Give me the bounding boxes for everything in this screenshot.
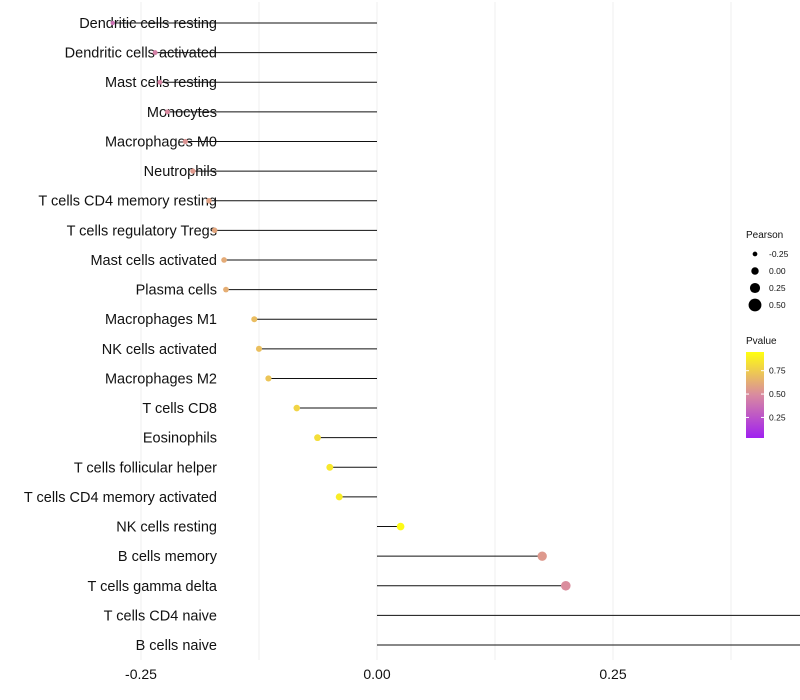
category-label: Macrophages M1 bbox=[105, 312, 217, 328]
category-label: Dendritic cells resting bbox=[79, 16, 217, 32]
lollipop-point bbox=[293, 404, 301, 412]
lollipop-point bbox=[251, 316, 258, 323]
lollipop-point bbox=[314, 434, 321, 442]
size-legend-dot bbox=[752, 251, 758, 257]
category-label: Monocytes bbox=[147, 105, 217, 121]
pvalue-color-legend: Pvalue 0.75 0.50 0.25 bbox=[746, 336, 786, 438]
lollipop-point bbox=[152, 50, 158, 56]
lollipop-point bbox=[110, 20, 115, 26]
lollipop-point bbox=[190, 168, 196, 174]
category-label: Macrophages M0 bbox=[105, 134, 217, 150]
lollipop-point bbox=[265, 375, 272, 382]
size-legend-dot bbox=[751, 267, 759, 275]
lollipop-point bbox=[561, 580, 571, 591]
pearson-size-legend: Pearson -0.25 0.00 0.25 0.50 bbox=[746, 230, 789, 312]
color-legend-bar bbox=[746, 352, 764, 438]
size-legend-title: Pearson bbox=[746, 230, 783, 241]
color-legend-label: 0.25 bbox=[769, 412, 786, 422]
lollipop-point bbox=[255, 345, 263, 352]
grid-lines bbox=[140, 2, 732, 660]
lollipop-point bbox=[157, 79, 163, 85]
category-labels: Dendritic cells resting Dendritic cells a… bbox=[24, 16, 218, 654]
category-label: Neutrophils bbox=[144, 164, 217, 180]
lollipop-point bbox=[182, 138, 188, 145]
category-label: Plasma cells bbox=[136, 283, 217, 299]
category-label: NK cells resting bbox=[116, 520, 217, 536]
lollipop-point bbox=[221, 257, 227, 263]
size-legend-dot bbox=[748, 298, 762, 312]
category-label: B cells naive bbox=[136, 638, 217, 654]
color-legend-title: Pvalue bbox=[746, 336, 777, 347]
x-tick-label: 0.00 bbox=[363, 666, 390, 682]
size-legend-label: 0.00 bbox=[769, 266, 786, 276]
category-label: Macrophages M2 bbox=[105, 371, 217, 387]
lollipop-point bbox=[164, 109, 170, 115]
color-legend-label: 0.75 bbox=[769, 366, 786, 376]
category-label: T cells CD4 naive bbox=[104, 608, 217, 624]
category-label: B cells memory bbox=[118, 549, 218, 565]
category-label: T cells regulatory Tregs bbox=[67, 223, 217, 239]
category-label: Dendritic cells activated bbox=[65, 46, 217, 62]
lollipop-point bbox=[396, 522, 405, 531]
lollipop-point bbox=[326, 463, 334, 471]
lollipop-point bbox=[335, 493, 343, 501]
lollipop-points bbox=[110, 20, 571, 591]
lollipop-point bbox=[211, 227, 218, 234]
category-label: Mast cells activated bbox=[90, 253, 217, 269]
category-label: Eosinophils bbox=[143, 431, 217, 447]
category-label: NK cells activated bbox=[102, 342, 217, 358]
lollipop-point bbox=[537, 551, 547, 561]
x-tick-label: -0.25 bbox=[125, 666, 157, 682]
x-axis-ticks: -0.250.000.250.50 bbox=[125, 666, 627, 682]
size-legend-label: 0.50 bbox=[769, 300, 786, 310]
lollipop-segments bbox=[112, 22, 800, 646]
lollipop-point bbox=[223, 286, 229, 293]
size-legend-label: -0.25 bbox=[769, 249, 789, 259]
category-label: T cells CD4 memory activated bbox=[24, 490, 217, 506]
color-legend-label: 0.50 bbox=[769, 389, 786, 399]
category-label: T cells follicular helper bbox=[74, 460, 217, 476]
x-tick-label: 0.25 bbox=[599, 666, 626, 682]
size-legend-label: 0.25 bbox=[769, 283, 786, 293]
category-label: T cells CD4 memory resting bbox=[38, 194, 217, 210]
category-label: T cells gamma delta bbox=[88, 579, 218, 595]
lollipop-point bbox=[206, 197, 212, 204]
category-label: T cells CD8 bbox=[142, 401, 217, 417]
size-legend-dot bbox=[749, 282, 761, 294]
